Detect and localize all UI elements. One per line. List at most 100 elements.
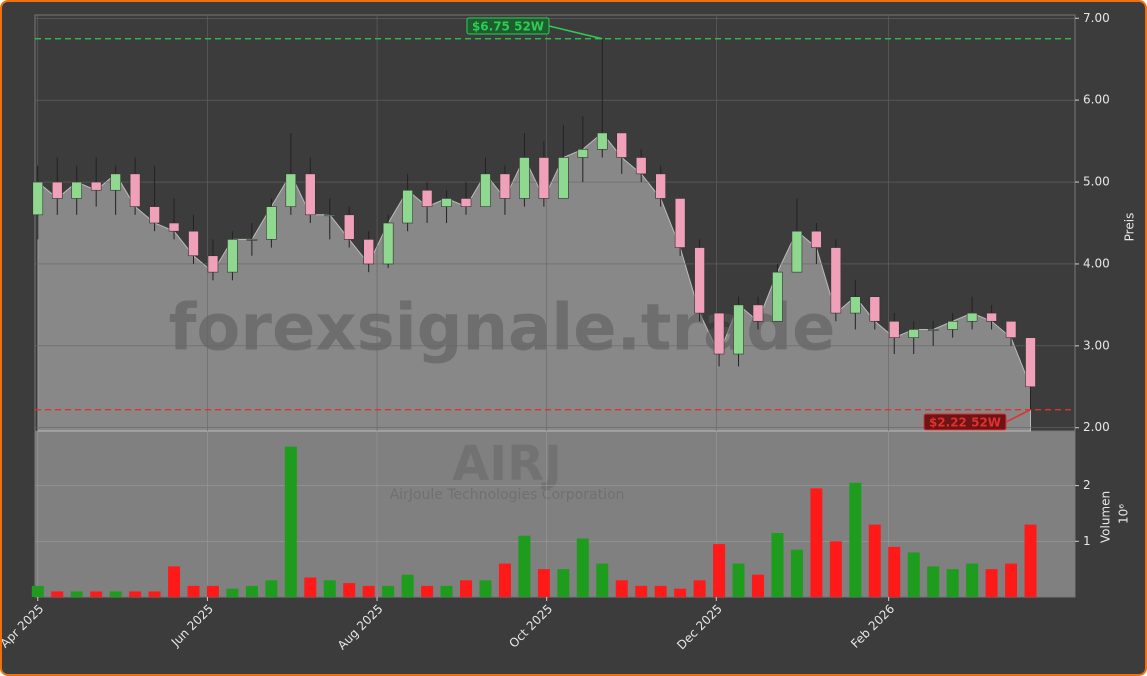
candle-body: [791, 230, 803, 273]
volume-bar: [693, 580, 706, 597]
volume-bar: [771, 532, 784, 597]
candle-body: [382, 222, 394, 265]
volume-bar: [596, 563, 609, 597]
y-tick-label: 2: [1083, 478, 1091, 492]
volume-bar: [868, 524, 881, 597]
candle-body: [694, 247, 705, 314]
volume-bar: [187, 585, 200, 597]
candle-body: [635, 157, 647, 175]
volume-bar: [674, 588, 687, 597]
candle-body: [596, 132, 608, 150]
volume-bar: [362, 585, 375, 597]
ticker-watermark: AIRJ: [452, 436, 562, 492]
volume-bar: [829, 541, 842, 597]
annotation-box: [923, 413, 1007, 431]
y-tick-label: 1: [1083, 534, 1091, 548]
volume-bar: [206, 585, 219, 597]
volume-bar: [51, 591, 64, 597]
candle-body: [674, 198, 686, 248]
candle-body: [32, 181, 44, 216]
volume-bar: [946, 569, 959, 597]
candle-body: [266, 206, 277, 240]
y-axis-label: Preis: [1123, 213, 1137, 242]
volume-bar: [732, 563, 745, 597]
volume-axis-label: Volumen: [1099, 491, 1113, 543]
x-tick-label: Feb 2026: [848, 602, 897, 651]
volume-bar: [70, 591, 83, 597]
volume-bar: [31, 585, 44, 597]
candle-body: [752, 304, 764, 322]
volume-bar: [323, 580, 336, 597]
x-tick-label: Oct 2025: [506, 602, 555, 651]
candle-body: [207, 255, 219, 273]
volume-bar: [226, 588, 239, 597]
volume-bar: [129, 591, 142, 597]
candle-body: [811, 230, 822, 248]
x-tick-label: Dec 2025: [674, 602, 725, 653]
volume-bar: [713, 544, 726, 597]
volume-bar: [343, 583, 356, 597]
candle-body: [168, 222, 180, 232]
candle-body: [869, 296, 881, 322]
volume-bar: [479, 580, 492, 597]
volume-bar: [557, 569, 570, 597]
y-tick-label: 5.00: [1083, 175, 1110, 189]
candle-body: [246, 239, 258, 241]
candle-body: [1005, 320, 1017, 338]
annotation-label: $6.75 52W: [472, 20, 544, 34]
candle-body: [558, 157, 569, 199]
candle-body: [421, 189, 433, 207]
volume-bar: [615, 580, 628, 597]
volume-bar: [90, 591, 103, 597]
candle-body: [927, 329, 939, 331]
y-tick-label: 4.00: [1083, 256, 1110, 270]
candle-body: [149, 206, 160, 224]
candle-body: [460, 198, 472, 207]
y-tick-label: 3.00: [1083, 338, 1110, 352]
volume-bar: [927, 566, 940, 597]
candle-body: [1025, 337, 1036, 388]
volume-bar: [401, 574, 414, 597]
x-tick-label: Apr 2025: [2, 602, 46, 651]
volume-bar: [810, 488, 823, 597]
candle-body: [655, 173, 666, 199]
candle-body: [713, 312, 725, 355]
volume-bar: [460, 580, 473, 597]
candle-body: [480, 173, 491, 207]
volume-bar: [849, 482, 862, 597]
volume-bar: [168, 566, 181, 597]
candle-body: [577, 148, 589, 158]
candle-body: [538, 157, 550, 199]
volume-bar: [966, 563, 979, 597]
candle-body: [830, 247, 842, 314]
candle-body: [441, 198, 452, 207]
x-tick-label: Aug 2025: [335, 602, 386, 653]
volume-bar: [1024, 524, 1037, 597]
volume-bar: [148, 591, 161, 597]
annotation-label: $2.22 52W: [929, 416, 1001, 430]
volume-bar: [265, 580, 278, 597]
volume-bar: [498, 563, 511, 597]
candle-body: [850, 296, 861, 314]
annotation-box: [466, 17, 550, 35]
candle-body: [227, 239, 238, 273]
y-tick-label: 6.00: [1083, 93, 1110, 107]
candle-body: [402, 189, 413, 224]
volume-bar: [245, 585, 258, 597]
annotation-arrow: [1005, 409, 1031, 423]
annotation-arrow: [548, 25, 603, 40]
volume-bar: [304, 577, 317, 597]
candle-body: [986, 312, 997, 322]
volume-bar: [985, 569, 998, 597]
volume-bar: [109, 591, 122, 597]
x-tick-label: Jun 2025: [168, 602, 216, 650]
candle-body: [733, 304, 744, 355]
candle-body: [285, 173, 297, 207]
candle-body: [304, 173, 316, 216]
candle-body: [519, 157, 530, 199]
volume-bar: [421, 585, 434, 597]
candle-body: [71, 181, 83, 199]
volume-bar: [654, 585, 667, 597]
candle-body: [947, 320, 958, 330]
volume-bar: [576, 538, 589, 597]
